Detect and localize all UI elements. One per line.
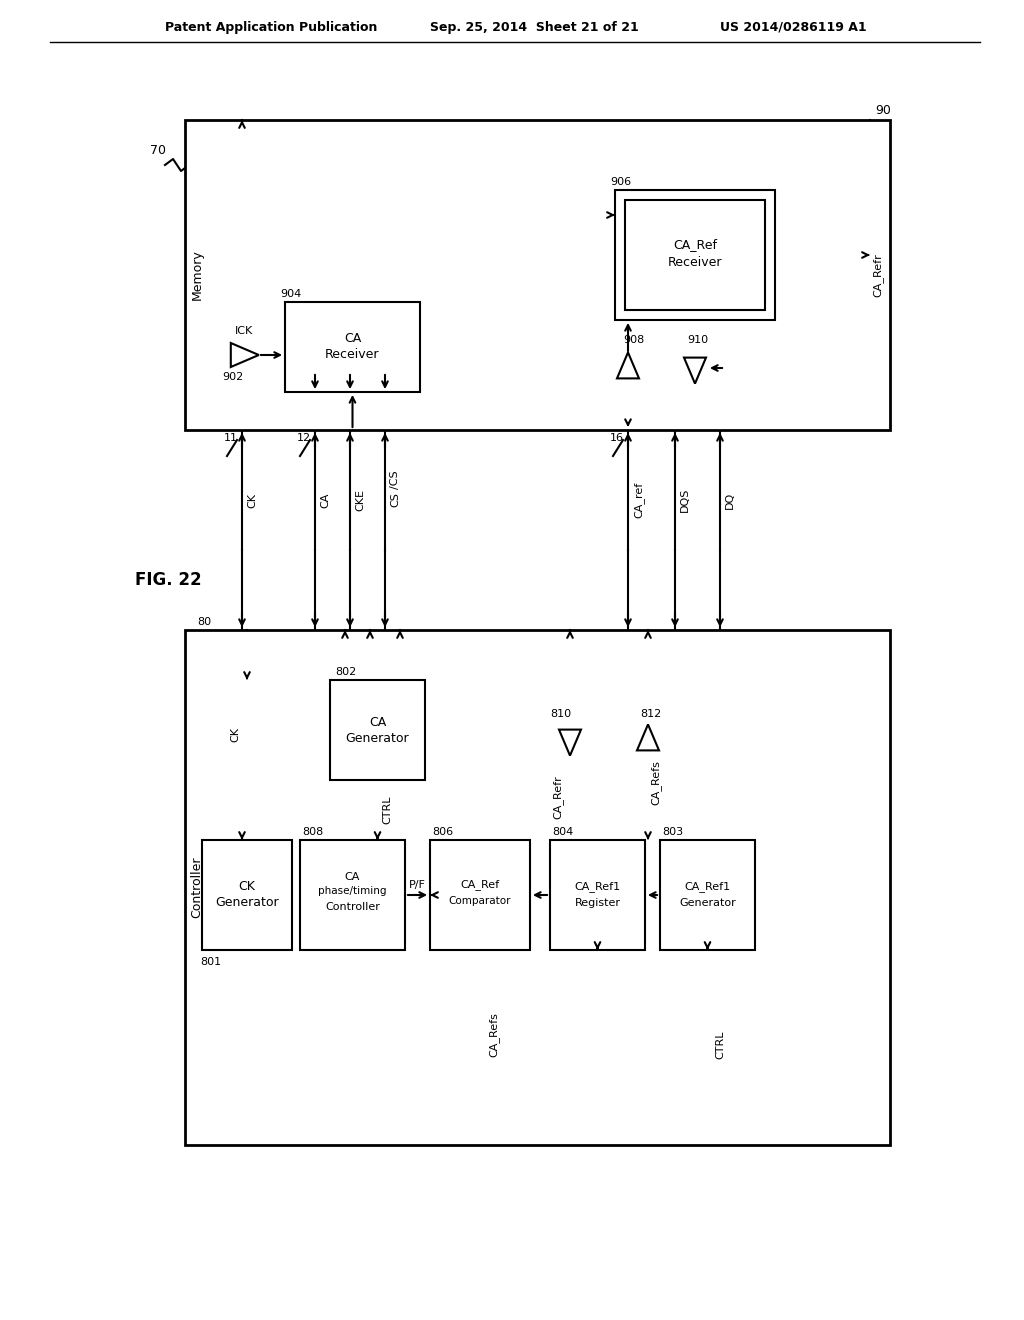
Text: Patent Application Publication: Patent Application Publication [165,21,378,33]
Text: CA: CA [344,333,361,346]
Text: /CS: /CS [390,471,400,490]
Text: 801: 801 [200,957,221,968]
Text: CA_ref: CA_ref [633,482,644,519]
Text: CA_Refr: CA_Refr [872,253,884,297]
Text: 80: 80 [197,616,211,627]
Text: 803: 803 [662,828,683,837]
Text: 16: 16 [610,433,624,444]
Text: CTRL: CTRL [716,1031,725,1059]
Text: FIG. 22: FIG. 22 [135,572,202,589]
Polygon shape [230,343,259,367]
Bar [625,201,765,310]
Text: US 2014/0286119 A1: US 2014/0286119 A1 [720,21,866,33]
Text: 906: 906 [610,177,631,187]
Text: CA_Ref: CA_Ref [673,239,717,252]
Text: ICK: ICK [234,326,253,337]
Bar [660,840,755,950]
Text: phase/timing: phase/timing [318,886,387,896]
Text: CA_Refs: CA_Refs [488,1012,499,1057]
Bar [185,630,890,1144]
Text: Generator: Generator [346,731,410,744]
Text: CKE: CKE [355,488,365,511]
Text: DQS: DQS [680,488,690,512]
Polygon shape [559,730,581,755]
Text: DQ: DQ [725,491,735,508]
Text: 810: 810 [550,709,571,719]
Polygon shape [637,725,659,750]
Text: CK: CK [239,880,255,894]
Text: Comparator: Comparator [449,896,511,906]
Text: CK: CK [247,492,257,507]
Text: 90: 90 [874,103,891,116]
Text: Receiver: Receiver [668,256,722,269]
Text: 804: 804 [552,828,573,837]
Text: 910: 910 [687,335,709,345]
Text: CA: CA [369,715,386,729]
Text: Controller: Controller [190,857,204,919]
Text: P/F: P/F [409,880,426,890]
Text: Memory: Memory [190,249,204,301]
Text: Generator: Generator [215,896,279,909]
Text: 11: 11 [224,433,238,444]
Text: CA_Ref: CA_Ref [461,879,500,891]
Text: Generator: Generator [679,898,736,908]
Text: CA_Refs: CA_Refs [650,760,662,805]
Text: CA: CA [319,492,330,508]
Text: CTRL: CTRL [383,796,392,824]
Text: Controller: Controller [325,902,380,912]
Bar [330,680,425,780]
Text: Receiver: Receiver [326,348,380,362]
Text: 808: 808 [302,828,324,837]
Text: Sep. 25, 2014  Sheet 21 of 21: Sep. 25, 2014 Sheet 21 of 21 [430,21,639,33]
Text: CS: CS [390,492,400,507]
Text: CA_Ref1: CA_Ref1 [684,882,730,892]
Bar [285,302,420,392]
Bar [202,840,292,950]
Bar [185,120,890,430]
Text: 802: 802 [335,667,356,677]
Text: 904: 904 [280,289,301,300]
Text: CK: CK [230,727,240,742]
Text: 812: 812 [640,709,662,719]
Text: Register: Register [574,898,621,908]
Text: 12: 12 [297,433,311,444]
Polygon shape [617,352,639,379]
Text: 70: 70 [150,144,166,157]
Text: CA: CA [345,873,360,882]
Text: CA_Refr: CA_Refr [553,775,563,818]
Bar [615,190,775,319]
Bar [430,840,530,950]
Bar [550,840,645,950]
Text: 908: 908 [623,335,644,345]
Bar [300,840,406,950]
Text: 806: 806 [432,828,454,837]
Polygon shape [684,358,706,384]
Text: 902: 902 [222,372,244,381]
Text: CA_Ref1: CA_Ref1 [574,882,621,892]
